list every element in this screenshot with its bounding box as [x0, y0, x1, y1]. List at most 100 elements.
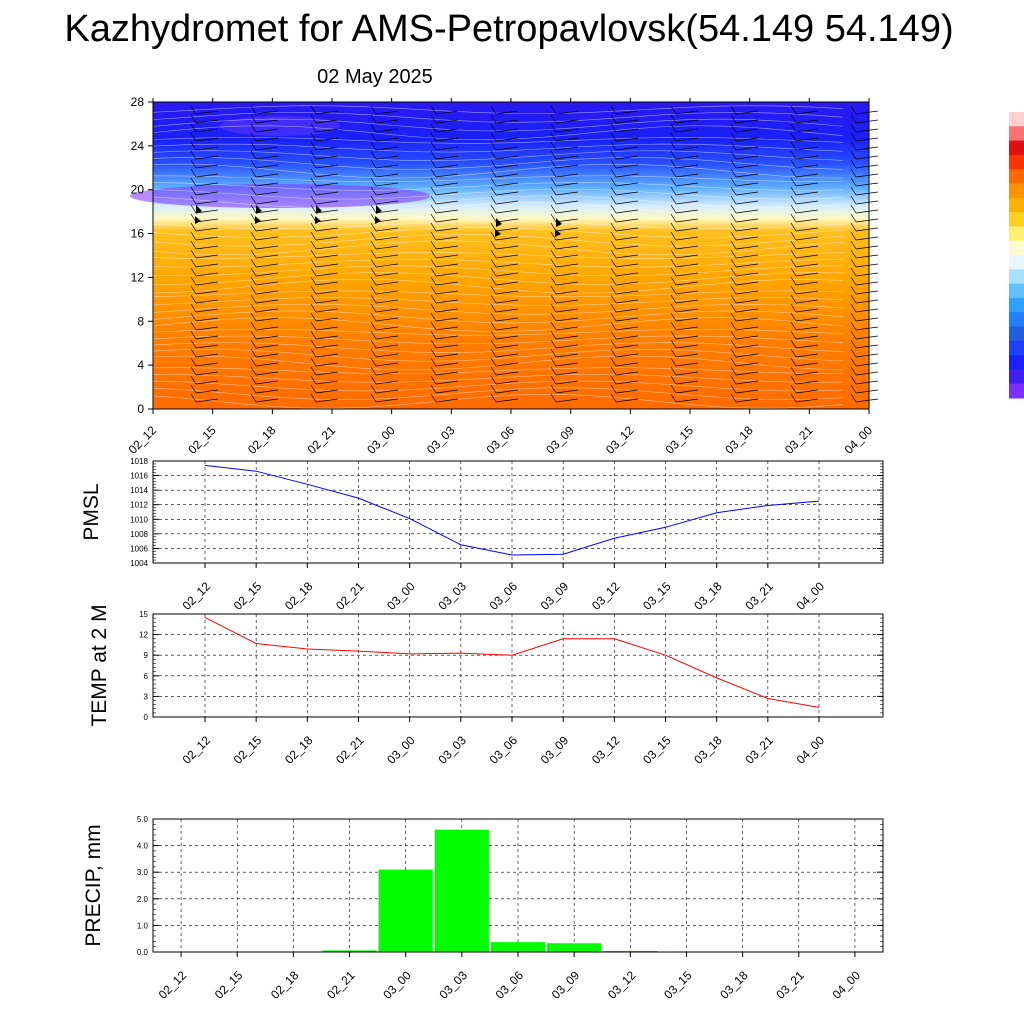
wind-barb	[730, 222, 759, 232]
wind-barb	[790, 294, 819, 304]
wind-barb	[730, 348, 759, 358]
wind-barb	[430, 132, 459, 142]
wind-barb	[190, 177, 219, 187]
colorbar-segment	[1009, 355, 1024, 370]
contour-line	[152, 150, 844, 161]
cross-section-panel: 0 4 8 12 16 20 24 28 02_12 02_15 02_18 02_21 03_00 03…	[126, 95, 879, 457]
wind-barb	[670, 240, 699, 250]
wind-barb	[730, 321, 759, 331]
wind-barb	[370, 276, 399, 286]
y-tick-label: 1.0	[137, 921, 149, 930]
wind-barb	[790, 186, 819, 196]
contour-line	[152, 342, 844, 353]
x-tick-label: 03_15	[663, 423, 697, 457]
wind-barb	[550, 249, 579, 259]
wind-barb	[610, 276, 639, 286]
x-tick-label: 03_00	[380, 968, 414, 1002]
wind-barb	[670, 195, 699, 205]
wind-barb	[490, 339, 519, 349]
colorbar-segment	[1009, 169, 1024, 184]
y-tick-label: 6	[144, 672, 149, 681]
x-tick-label: 03_12	[589, 579, 623, 613]
x-tick-label: 04_00	[842, 423, 876, 457]
wind-barb	[550, 375, 579, 385]
y-axis-label: PRECIP, mm	[82, 824, 105, 946]
wind-barb	[490, 258, 519, 268]
wind-barb	[670, 204, 699, 214]
wind-barb	[550, 267, 579, 277]
wind-barb	[190, 276, 219, 286]
wind-barb	[430, 213, 459, 223]
contour-line	[152, 272, 844, 285]
wind-barb	[310, 285, 339, 295]
wind-barb	[850, 375, 879, 385]
precip-bar	[490, 942, 546, 952]
wind-barb	[670, 213, 699, 223]
wind-barb	[550, 303, 579, 313]
wind-barb	[790, 357, 819, 367]
colorbar-segment	[1009, 197, 1024, 213]
colorbar-segment	[1009, 212, 1024, 227]
wind-barb	[490, 276, 519, 286]
wind-barb	[610, 249, 639, 259]
wind-barb	[250, 321, 279, 331]
wind-barb	[250, 204, 279, 214]
y-tick-label: 15	[139, 610, 148, 619]
wind-barb	[550, 312, 579, 322]
wind-barb	[370, 357, 399, 367]
wind-barb	[430, 357, 459, 367]
wind-barb	[790, 348, 819, 358]
wind-barb	[430, 375, 459, 385]
wind-barb	[730, 114, 759, 124]
wind-barb	[730, 105, 759, 115]
wind-barb	[310, 384, 339, 394]
contour-line	[152, 105, 844, 114]
y-tick-label: 24	[131, 139, 145, 153]
wind-barb	[490, 141, 519, 151]
wind-barb	[610, 150, 639, 160]
colorbar-segment	[1009, 140, 1024, 156]
contour-line	[152, 143, 844, 153]
wind-barb	[430, 312, 459, 322]
wind-pennant	[255, 216, 261, 224]
wind-barb	[730, 393, 759, 403]
wind-barb	[550, 213, 579, 223]
x-tick-label: 02_12	[180, 733, 214, 767]
wind-barb	[190, 105, 219, 115]
wind-barb	[250, 141, 279, 151]
wind-barb	[430, 177, 459, 187]
wind-barb	[790, 159, 819, 169]
wind-barb	[250, 150, 279, 160]
wind-barb	[490, 213, 519, 223]
wind-barb	[190, 195, 219, 205]
wind-barb	[430, 204, 459, 214]
wind-barb	[370, 186, 399, 196]
wind-barb	[730, 141, 759, 151]
x-tick-label: 03_09	[549, 968, 583, 1002]
wind-barb	[430, 366, 459, 376]
precip-bar	[322, 950, 377, 952]
wind-barb	[790, 222, 819, 232]
contour-line	[152, 195, 844, 209]
wind-barb	[490, 303, 519, 313]
wind-barb	[370, 312, 399, 322]
wind-barb	[250, 285, 279, 295]
contour-line	[152, 112, 844, 123]
wind-barb	[790, 249, 819, 259]
x-tick-label: 02_18	[268, 968, 302, 1002]
wind-barb	[370, 114, 399, 124]
wind-barb	[550, 339, 579, 349]
x-tick-label: 03_21	[782, 423, 816, 457]
x-tick-label: 03_03	[435, 733, 469, 767]
wind-barb	[310, 375, 339, 385]
wind-barb	[730, 357, 759, 367]
wind-barb	[730, 195, 759, 205]
wind-barb	[670, 357, 699, 367]
wind-barb	[370, 330, 399, 340]
colorbar-segment	[1009, 126, 1024, 142]
contour-line	[152, 290, 844, 298]
contour-line	[152, 394, 844, 409]
wind-barb	[610, 330, 639, 340]
wind-barb	[730, 249, 759, 259]
y-tick-label: 0	[137, 402, 144, 416]
